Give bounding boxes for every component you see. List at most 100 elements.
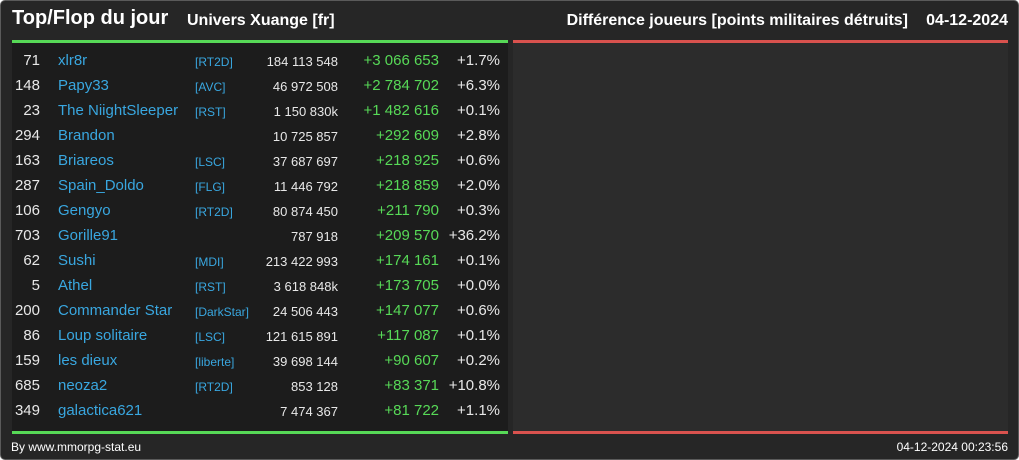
diff-cell: +209 570 [376,227,439,244]
rank-cell: 62 [23,252,40,269]
alliance-link[interactable]: [RST] [195,105,226,119]
percent-cell: +2.8% [457,127,500,144]
points-cell: 184 113 548 [266,54,338,69]
flop-panel [513,43,1008,431]
date-label: 04-12-2024 [926,12,1008,29]
points-cell: 37 687 697 [272,154,338,169]
player-name-link[interactable]: Gorille91 [58,227,119,244]
alliance-link[interactable]: [DarkStar] [195,305,250,319]
points-cell: 213 422 993 [265,254,338,269]
rank-cell: 106 [14,202,40,219]
table-row: 71 xlr8r [RT2D] 184 113 548 +3 066 653 +1.7% [12,48,508,73]
player-name-link[interactable]: Papy33 [58,77,109,94]
alliance-link[interactable]: [AVC] [195,80,226,94]
percent-cell: +0.1% [457,102,500,119]
top-divider-green [12,40,508,43]
rank-cell: 703 [14,227,40,244]
player-name-link[interactable]: Gengyo [58,202,111,219]
points-cell: 39 698 144 [272,354,338,369]
percent-cell: +2.0% [457,177,500,194]
rank-cell: 163 [14,152,40,169]
alliance-link[interactable]: [MDI] [195,255,224,269]
diff-cell: +83 371 [384,377,439,394]
percent-cell: +36.2% [448,227,500,244]
universe-label: Univers Xuange [fr] [187,12,335,29]
player-name-link[interactable]: les dieux [58,352,118,369]
diff-cell: +174 161 [376,252,439,269]
rank-cell: 148 [14,77,40,94]
rank-cell: 349 [14,402,40,419]
table-row: 5 Athel [RST] 3 618 848k +173 705 +0.0% [12,273,508,298]
percent-cell: +0.2% [457,352,500,369]
table-row: 23 The NiightSleeper [RST] 1 150 830k +1 482… [12,98,508,123]
player-name-link[interactable]: Athel [58,277,93,294]
rank-cell: 294 [14,127,40,144]
rank-cell: 287 [14,177,40,194]
top-panel [12,43,508,431]
alliance-link[interactable]: [RT2D] [195,55,233,69]
percent-cell: +10.8% [448,377,500,394]
points-cell: 10 725 857 [272,129,338,144]
footer-timestamp: 04-12-2024 00:23:56 [896,440,1008,454]
diff-cell: +117 087 [377,327,439,344]
table-row: 106 Gengyo [RT2D] 80 874 450 +211 790 +0.3% [12,198,508,223]
alliance-link[interactable]: [RT2D] [195,205,233,219]
rank-cell: 86 [23,327,40,344]
rank-cell: 5 [31,277,40,294]
bottom-divider-red [513,431,1008,434]
rank-cell: 200 [14,302,40,319]
player-name-link[interactable]: Brandon [58,127,115,144]
points-cell: 46 972 508 [272,79,338,94]
alliance-link[interactable]: [RT2D] [195,380,233,394]
points-cell: 7 474 367 [280,404,338,419]
points-cell: 853 128 [291,379,338,394]
diff-cell: +81 722 [384,402,439,419]
points-cell: 3 618 848k [273,279,338,294]
diff-cell: +211 790 [377,202,439,219]
diff-cell: +147 077 [376,302,439,319]
table-row: 287 Spain_Doldo [FLG] 11 446 792 +218 859 +2.… [12,173,508,198]
player-name-link[interactable]: Sushi [58,252,96,269]
rank-cell: 685 [14,377,40,394]
table-row: 200 Commander Star [DarkStar] 24 506 443 +14… [12,298,508,323]
diff-cell: +2 784 702 [363,77,440,94]
table-row: 86 Loup solitaire [LSC] 121 615 891 +117 087… [12,323,508,348]
player-name-link[interactable]: neoza2 [58,377,108,394]
percent-cell: +0.0% [457,277,500,294]
alliance-link[interactable]: [FLG] [195,180,226,194]
points-cell: 1 150 830k [273,104,338,119]
diff-cell: +218 925 [376,152,439,169]
alliance-link[interactable]: [liberte] [195,355,235,369]
bottom-divider-green [12,431,508,434]
table-row: 349 galactica621 7 474 367 +81 722 +1.1% [12,398,508,423]
diff-cell: +1 482 616 [363,102,440,119]
player-name-link[interactable]: Commander Star [58,302,173,319]
player-name-link[interactable]: Loup solitaire [58,327,148,344]
rank-cell: 71 [23,52,40,69]
alliance-link[interactable]: [LSC] [195,155,226,169]
footer-credit: By www.mmorpg-stat.eu [11,440,142,454]
alliance-link[interactable]: [LSC] [195,330,226,344]
metric-label: Différence joueurs [points militaires dé… [566,12,908,29]
percent-cell: +0.1% [457,327,500,344]
alliance-link[interactable]: [RST] [195,280,226,294]
points-cell: 80 874 450 [272,204,338,219]
player-name-link[interactable]: xlr8r [58,52,88,69]
percent-cell: +6.3% [457,77,500,94]
table-row: 159 les dieux [liberte] 39 698 144 +90 607 +0… [12,348,508,373]
percent-cell: +1.1% [457,402,500,419]
diff-cell: +292 609 [376,127,439,144]
table-row: 148 Papy33 [AVC] 46 972 508 +2 784 702 +6.3% [12,73,508,98]
points-cell: 787 918 [291,229,338,244]
percent-cell: +0.3% [457,202,500,219]
diff-cell: +218 859 [376,177,439,194]
player-name-link[interactable]: galactica621 [58,402,143,419]
table-row: 294 Brandon 10 725 857 +292 609 +2.8% [12,123,508,148]
rank-cell: 23 [23,102,40,119]
player-name-link[interactable]: The NiightSleeper [58,102,179,119]
player-name-link[interactable]: Spain_Doldo [58,177,144,194]
diff-cell: +3 066 653 [363,52,440,69]
diff-cell: +173 705 [376,277,439,294]
table-row: 163 Briareos [LSC] 37 687 697 +218 925 +0.6% [12,148,508,173]
player-name-link[interactable]: Briareos [58,152,114,169]
